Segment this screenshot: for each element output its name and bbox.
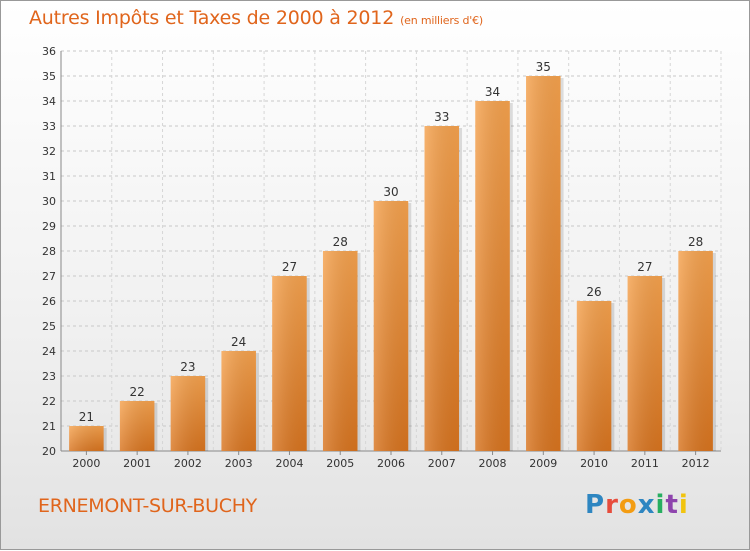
- x-tick-label-2003: 2003: [225, 457, 253, 470]
- value-label-2008: 34: [485, 85, 500, 99]
- y-tick-label: 27: [42, 270, 56, 283]
- bar-highlight: [526, 76, 561, 451]
- bar-highlight: [322, 251, 358, 451]
- value-label-2011: 27: [637, 260, 652, 274]
- y-tick-label: 36: [42, 45, 56, 58]
- y-tick-label: 30: [42, 195, 56, 208]
- y-tick-label: 34: [42, 95, 56, 108]
- bar-highlight: [69, 426, 104, 451]
- value-label-2005: 28: [333, 235, 348, 249]
- bar-highlight: [119, 401, 155, 451]
- y-tick-label: 26: [42, 295, 56, 308]
- x-tick-label-2010: 2010: [580, 457, 608, 470]
- x-tick-label-2002: 2002: [174, 457, 202, 470]
- bar-highlight: [221, 351, 256, 451]
- y-tick-label: 33: [42, 120, 56, 133]
- y-tick-label: 23: [42, 370, 56, 383]
- bars: [69, 76, 716, 451]
- bar-highlight: [678, 251, 713, 451]
- bar-highlight: [475, 101, 510, 451]
- value-labels: 21 22 23 24 27 28 30 33 34 35 26 27 28: [79, 60, 704, 424]
- y-tick-label: 24: [42, 345, 56, 358]
- value-label-2004: 27: [282, 260, 297, 274]
- bar-highlight: [424, 126, 460, 451]
- y-tick-label: 21: [42, 420, 56, 433]
- value-label-2012: 28: [688, 235, 703, 249]
- y-tick-label: 32: [42, 145, 56, 158]
- x-tick-label-2009: 2009: [529, 457, 557, 470]
- bar-highlight: [627, 276, 663, 451]
- chart-title: Autres Impôts et Taxes de 2000 à 2012 (en…: [29, 7, 483, 29]
- x-tick-label-2005: 2005: [326, 457, 354, 470]
- title-unit: (en milliers d'€): [400, 14, 483, 27]
- value-label-2000: 21: [79, 410, 94, 424]
- value-label-2006: 30: [383, 185, 398, 199]
- value-label-2001: 22: [130, 385, 145, 399]
- value-label-2009: 35: [536, 60, 551, 74]
- proxiti-logo: Proxiti: [585, 490, 689, 520]
- bar-highlight: [373, 201, 409, 451]
- y-tick-label: 22: [42, 395, 56, 408]
- value-label-2010: 26: [586, 285, 601, 299]
- bar-highlight: [272, 276, 307, 451]
- x-tick-label-2008: 2008: [479, 457, 507, 470]
- x-tick-label-2011: 2011: [631, 457, 659, 470]
- value-label-2007: 33: [434, 110, 449, 124]
- bar-highlight: [170, 376, 206, 451]
- y-tick-label: 28: [42, 245, 56, 258]
- x-tick-label-2000: 2000: [72, 457, 100, 470]
- title-text: Autres Impôts et Taxes de 2000 à 2012: [29, 7, 395, 29]
- x-tick-label-2001: 2001: [123, 457, 151, 470]
- value-label-2003: 24: [231, 335, 246, 349]
- commune-name: ERNEMONT-SUR-BUCHY: [38, 495, 257, 517]
- x-tick-label-2006: 2006: [377, 457, 405, 470]
- value-label-2002: 23: [180, 360, 195, 374]
- y-tick-label: 29: [42, 220, 56, 233]
- y-tick-label: 20: [42, 445, 56, 458]
- y-tick-label: 35: [42, 70, 56, 83]
- axes: 20 21 22 23 24 25 26 27 28 29 30 31 32 33 34 35 36 2000 20…: [42, 45, 721, 470]
- y-tick-label: 25: [42, 320, 56, 333]
- bar-highlight: [576, 301, 612, 451]
- y-tick-label: 31: [42, 170, 56, 183]
- x-tick-label-2004: 2004: [275, 457, 303, 470]
- x-tick-label-2012: 2012: [682, 457, 710, 470]
- x-tick-label-2007: 2007: [428, 457, 456, 470]
